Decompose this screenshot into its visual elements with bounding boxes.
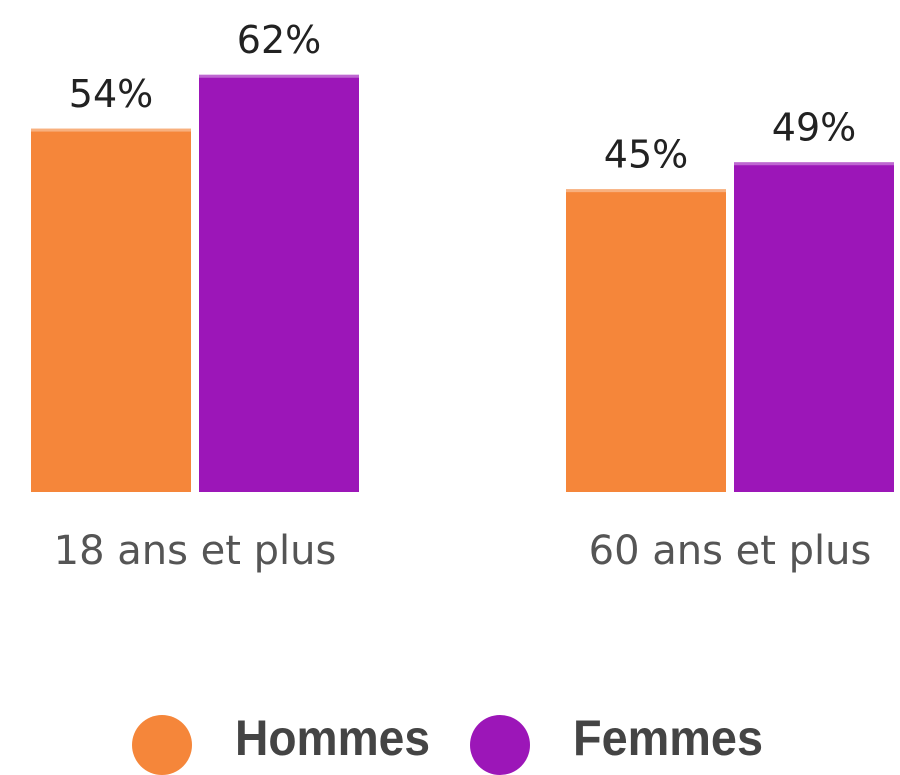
- category-label: 18 ans et plus: [54, 528, 337, 574]
- value-label: 49%: [772, 106, 856, 150]
- legend-label: Femmes: [573, 710, 763, 766]
- legend-label: Hommes: [235, 710, 430, 766]
- bar-highlight: [31, 128, 191, 132]
- legend-swatch: [132, 715, 192, 775]
- bar-highlight: [199, 74, 359, 78]
- bar-highlight: [566, 189, 726, 193]
- bar: [199, 74, 359, 493]
- category-label: 60 ans et plus: [589, 528, 872, 574]
- bar: [566, 189, 726, 492]
- value-label: 45%: [604, 133, 688, 177]
- bar: [31, 128, 191, 492]
- value-label: 54%: [69, 72, 153, 116]
- legend-swatch: [470, 715, 530, 775]
- value-label: 62%: [237, 18, 321, 62]
- bar-highlight: [734, 162, 894, 166]
- bar: [734, 162, 894, 493]
